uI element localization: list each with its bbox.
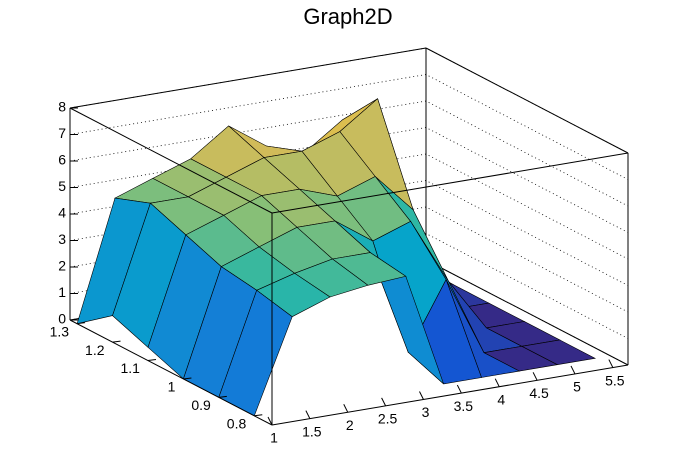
y-tick-label: 1.2 xyxy=(85,342,105,358)
z-tick-label: 4 xyxy=(58,205,66,221)
x-tick-label: 3 xyxy=(422,404,430,420)
tick-mark xyxy=(147,359,157,362)
y-tick-label: 1.1 xyxy=(120,360,140,376)
tick-mark xyxy=(305,410,311,419)
x-tick-label: 1 xyxy=(270,430,278,446)
y-tick-label: 0.9 xyxy=(191,397,211,413)
z-tick-label: 6 xyxy=(58,152,66,168)
tick-mark xyxy=(608,359,614,368)
x-tick-label: 2.5 xyxy=(378,411,398,427)
axis-line xyxy=(69,107,273,214)
y-tick-label: 0.8 xyxy=(227,415,247,431)
tick-mark xyxy=(532,372,538,381)
tick-mark xyxy=(112,340,121,343)
z-tick-label: 2 xyxy=(58,258,66,274)
y-tick-label: 1 xyxy=(168,379,176,395)
tick-mark xyxy=(343,404,349,413)
axis-line xyxy=(271,152,629,214)
tick-mark xyxy=(381,397,387,407)
z-tick-label: 1 xyxy=(58,284,66,300)
chart-title: Graph2D xyxy=(303,4,392,29)
axis-line xyxy=(425,47,629,154)
x-tick-label: 3.5 xyxy=(454,398,474,414)
x-tick-label: 1.5 xyxy=(302,423,322,439)
x-tick-label: 5.5 xyxy=(605,372,625,388)
tick-mark xyxy=(254,414,263,417)
grid-line xyxy=(69,100,629,207)
tick-mark xyxy=(570,365,576,375)
axis-line xyxy=(69,47,427,109)
tick-mark xyxy=(218,395,227,398)
tick-mark xyxy=(456,384,462,394)
y-tick-label: 1.3 xyxy=(50,323,70,339)
z-tick-label: 0 xyxy=(58,311,66,327)
axis-line xyxy=(425,259,629,366)
grid-line xyxy=(69,74,629,180)
x-tick-label: 4 xyxy=(497,391,505,407)
x-tick-label: 5 xyxy=(573,379,581,395)
tick-mark xyxy=(419,391,424,400)
axis-line xyxy=(69,319,273,426)
x-tick-label: 2 xyxy=(346,417,354,433)
z-tick-label: 7 xyxy=(58,125,66,141)
tick-mark xyxy=(77,322,86,325)
tick-mark xyxy=(183,377,192,380)
axis-line xyxy=(271,364,629,426)
z-tick-label: 3 xyxy=(58,231,66,247)
z-tick-label: 5 xyxy=(58,178,66,194)
z-tick-label: 8 xyxy=(58,99,66,115)
tick-mark xyxy=(494,378,500,387)
tick-mark xyxy=(267,416,273,426)
x-tick-label: 4.5 xyxy=(529,385,549,401)
